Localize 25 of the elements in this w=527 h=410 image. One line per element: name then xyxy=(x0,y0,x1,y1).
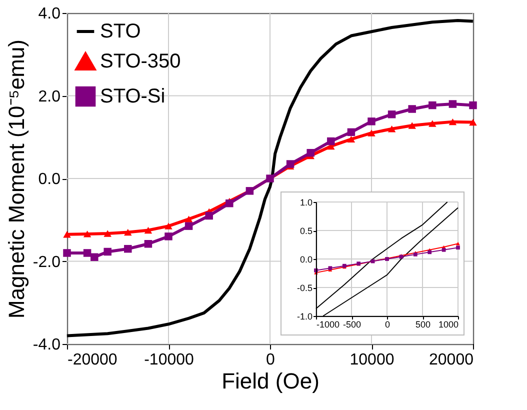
y-tick-label: 4.0 xyxy=(38,6,61,22)
x-tick-label: 500 xyxy=(415,320,431,330)
x-tick-label: 0 xyxy=(384,320,390,330)
y-tick-label: 0.0 xyxy=(38,171,61,188)
x-tick-label: -500 xyxy=(342,320,362,330)
y-tick-label: 1.0 xyxy=(300,198,312,208)
x-tick-label: 1000 xyxy=(438,320,458,330)
legend-label: STO-Si xyxy=(100,86,166,108)
y-tick-label: -2.0 xyxy=(32,254,61,271)
y-tick-label: 0.5 xyxy=(300,226,312,236)
y-axis-title: Magnetic Moment (10⁻⁵emu) xyxy=(4,39,29,319)
x-axis-title: Field (Oe) xyxy=(222,368,320,394)
y-tick-label: 0.0 xyxy=(300,254,312,264)
x-tick-label: -20000 xyxy=(68,352,118,368)
legend-label: STO-350 xyxy=(100,50,181,72)
y-tick-label: -4.0 xyxy=(32,336,61,354)
x-tick-label: 20000 xyxy=(429,352,474,368)
legend-label: STO xyxy=(100,20,141,42)
y-tick-label: 2.0 xyxy=(38,88,61,106)
x-tick-label: -1000 xyxy=(316,320,340,330)
x-tick-label: 10000 xyxy=(350,352,394,368)
y-tick-label: -1.0 xyxy=(296,312,312,322)
y-tick-label: -0.5 xyxy=(296,283,312,293)
x-tick-label: 0 xyxy=(266,352,276,368)
x-tick-label: -10000 xyxy=(144,352,194,368)
